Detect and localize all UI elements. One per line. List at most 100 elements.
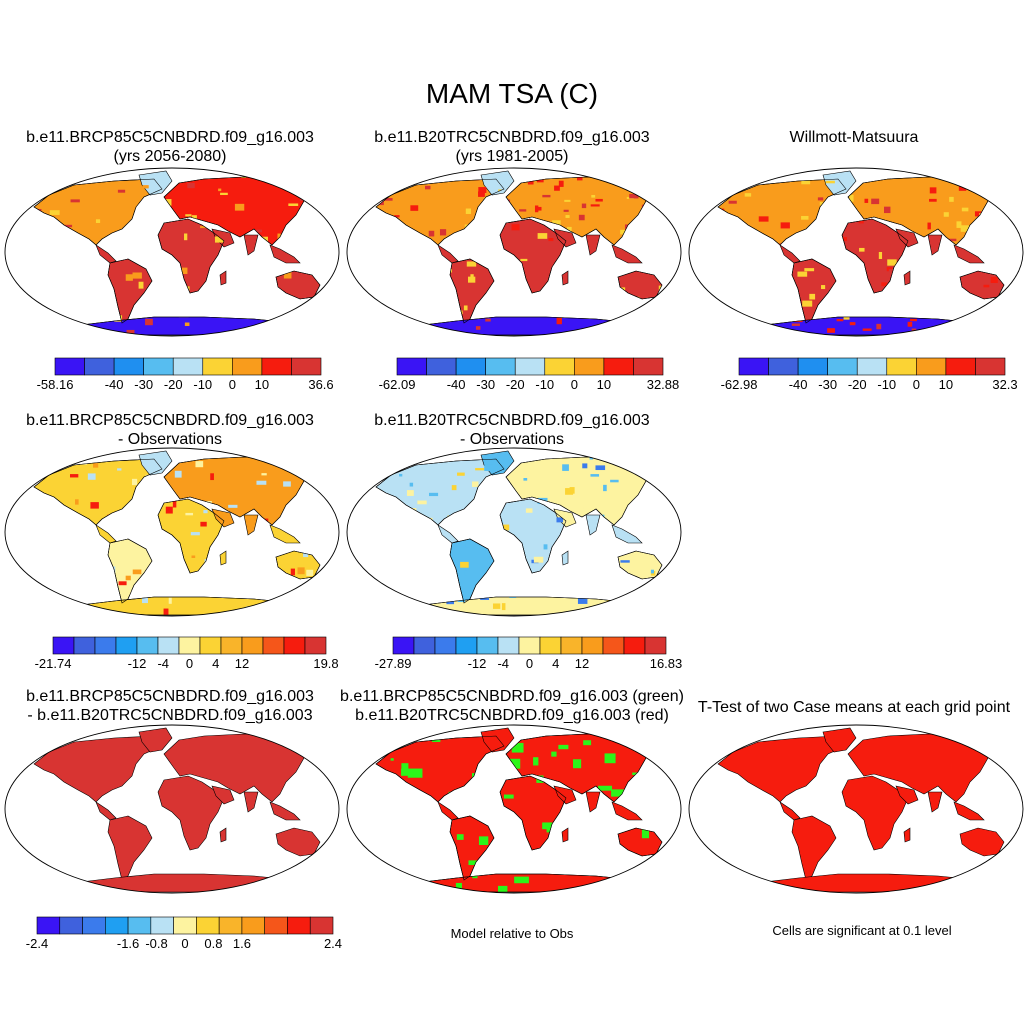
field-cell [14,316,18,322]
field-cell [261,473,267,476]
coastline [449,815,495,881]
colorbar-tick-label: 16.83 [650,656,683,671]
field-cell [577,597,588,604]
field-cell [523,477,528,481]
field-cell [1017,173,1022,178]
field-cell [376,314,378,319]
colorbar-swatch [36,916,61,935]
colorbar-tick-label: 36.6 [308,377,333,392]
colorbar-swatch [426,357,457,376]
field-cell [849,194,854,202]
field-cell [303,550,309,558]
field-cell [990,276,998,283]
colorbar-tick-label: 12 [235,656,249,671]
field-cell [470,274,474,279]
colorbar-5: -27.89 -12 -4 0 4 12 16.83 [375,636,683,677]
field-cell [527,281,534,286]
coastline [107,538,153,604]
field-cell [90,448,100,454]
colorbar-swatch [178,636,201,655]
field-cell [645,324,655,328]
map-panel-3 [688,167,1024,337]
colorbar-tick-label: -62.09 [379,377,416,392]
colorbar-swatch [54,357,85,376]
field-cell [18,616,24,620]
colorbar-swatch [945,357,976,376]
field-cell [19,470,28,474]
landmass-seAsia [269,244,301,264]
landmass-greenland [822,727,857,753]
colorbar-swatch [518,636,541,655]
field-cell [360,456,369,462]
field-cell [75,499,79,505]
field-cell [929,198,937,202]
panel-title-7: b.e11.BRCP85C5CNBDRD.f09_g16.003 - b.e11… [0,687,340,725]
coastline [449,258,495,324]
field-cell [629,193,639,199]
field-cell [255,229,263,233]
field-cell [44,326,51,329]
landmass-seAsia [611,524,643,544]
landmass-greenland [822,170,857,196]
field-cell [890,244,894,251]
field-cell [983,284,990,288]
field-cell [172,500,177,508]
field-cell [456,834,464,840]
field-cell [983,317,989,323]
field-cell [69,179,75,182]
field-cell [910,318,917,322]
field-cell [467,289,477,294]
coastline [33,458,163,526]
map-panel-7 [4,724,340,894]
field-cell [132,272,142,279]
map-svg [4,167,340,337]
field-cell [819,202,824,206]
field-cell [369,593,375,597]
map-svg [4,447,340,617]
landmass-greenland [480,170,515,196]
colorbar-swatch [797,357,828,376]
field-cell [581,609,592,615]
field-cell [269,320,276,325]
field-cell [864,198,869,203]
colorbar-swatch [113,357,144,376]
field-cell [565,215,570,218]
coastline [375,735,505,803]
field-cell [590,474,600,477]
field-cell [70,199,80,203]
field-cell [356,454,363,457]
field-cell [984,173,987,176]
field-cell [677,731,688,736]
field-cell [6,597,13,603]
field-cell [220,192,228,196]
field-cell [758,216,769,222]
landmass-centralAmerica [437,524,459,544]
field-cell [463,305,468,311]
field-cell [562,464,569,471]
field-cell [185,214,192,217]
colorbar-2: -62.09 -40 -30 -20 -10 0 10 32.88 [379,357,679,398]
colorbar-tick-label: -30 [818,377,837,392]
colorbar-tick-label: 10 [255,377,269,392]
field-cell [543,544,548,550]
field-cell [34,311,35,316]
panel-title-2: b.e11.B20TRC5CNBDRD.f09_g16.003 (yrs 198… [342,128,682,166]
field-cell [376,332,381,335]
field-cell [620,560,630,563]
colorbar-svg: -21.74 -12 -4 0 4 12 19.8 [35,636,339,671]
field-cell [401,763,409,770]
map-panel-9 [688,724,1024,894]
field-cell [636,292,643,295]
field-cell [578,214,585,221]
colorbar-swatch [497,636,520,655]
field-cell [190,532,200,536]
field-cell [390,617,397,620]
field-cell [299,470,309,473]
field-cell [595,465,606,471]
field-cell [542,194,551,198]
field-cell [93,332,103,335]
field-cell [668,183,677,189]
field-cell [946,238,957,242]
field-cell [589,457,594,460]
field-cell [553,457,562,461]
